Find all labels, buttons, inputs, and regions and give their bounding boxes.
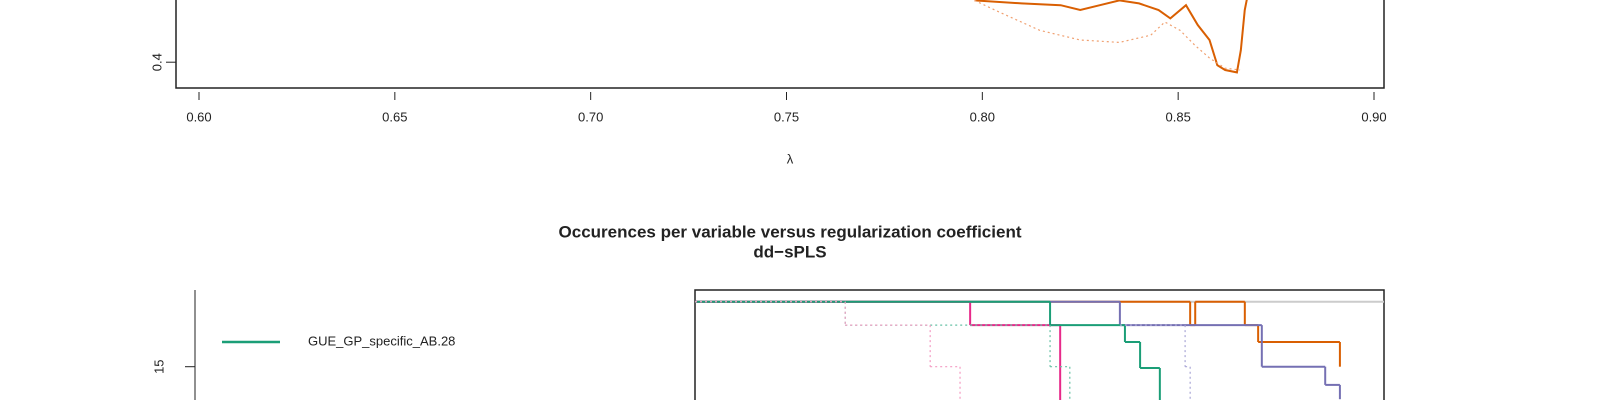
- x-tick-label: 0.90: [1361, 109, 1386, 124]
- data-line: [974, 0, 1248, 74]
- x-tick-label: 0.65: [382, 109, 407, 124]
- y-tick-label: 15: [151, 359, 166, 373]
- chart-subtitle: dd−sPLS: [753, 242, 826, 261]
- x-tick-label: 0.60: [186, 109, 211, 124]
- chart-title: Occurences per variable versus regulariz…: [559, 222, 1022, 241]
- data-line: [974, 0, 1241, 71]
- plot-frame: [694, 289, 1385, 400]
- y-tick-label: 0.4: [149, 53, 164, 71]
- x-axis-label: λ: [787, 151, 794, 166]
- plot-frame: [175, 0, 1385, 89]
- x-tick-label: 0.85: [1166, 109, 1191, 124]
- legend-label: GUE_GP_specific_AB.28: [308, 333, 455, 348]
- x-tick-label: 0.70: [578, 109, 603, 124]
- x-tick-label: 0.80: [970, 109, 995, 124]
- x-tick-label: 0.75: [774, 109, 799, 124]
